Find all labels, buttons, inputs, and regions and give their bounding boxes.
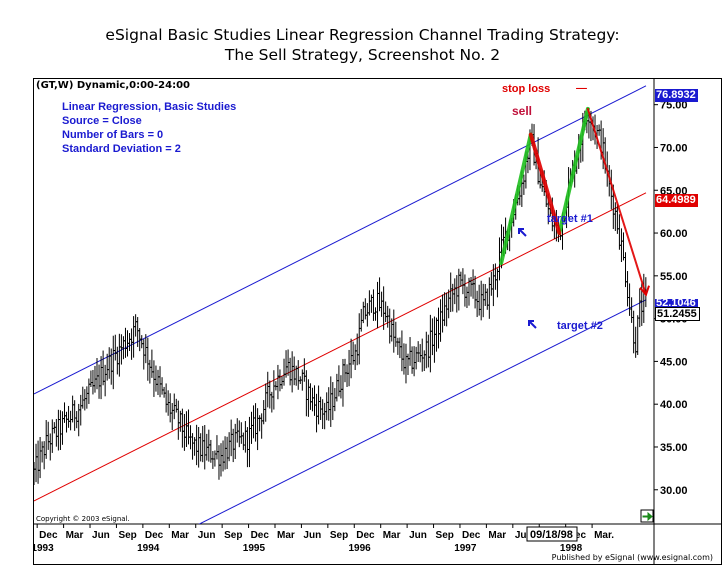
y-tick-label: 35.00 <box>660 442 688 454</box>
x-month-label: Jun <box>92 530 110 541</box>
upper-channel-price-label: 76.8932 <box>655 89 698 102</box>
x-month-label: Dec <box>39 530 58 541</box>
price-chart[interactable]: 30.0035.0040.0045.0050.0055.0060.0065.00… <box>34 79 721 564</box>
x-year-label: 1994 <box>137 543 160 554</box>
sell-label: sell <box>512 104 533 118</box>
publisher-text: Published by eSignal (www.esignal.com) <box>551 553 713 562</box>
y-tick-label: 75.00 <box>660 100 688 112</box>
down-swing-line <box>528 132 562 236</box>
x-month-label: Mar. <box>594 530 614 541</box>
x-month-label: Dec <box>145 530 164 541</box>
copyright-text: Copyright © 2003 eSignal. <box>36 515 130 523</box>
study-info-line-1: Linear Regression, Basic Studies <box>62 101 237 113</box>
target-2-label: target #2 <box>557 320 603 332</box>
y-tick-label: 40.00 <box>660 399 688 411</box>
x-month-label: Sep <box>118 530 136 541</box>
page-title-line1: eSignal Basic Studies Linear Regression … <box>105 26 620 44</box>
x-month-label: Jun <box>409 530 427 541</box>
lower-channel-price-label: 52.1046 <box>655 299 698 308</box>
y-tick-label: 60.00 <box>660 228 688 240</box>
x-month-label: Mar <box>171 530 189 541</box>
regression-price-label: 64.4989 <box>655 194 698 207</box>
upper-channel-line <box>34 85 647 395</box>
regression-line <box>34 192 647 502</box>
x-month-label: Mar <box>66 530 84 541</box>
ohlc-bars <box>34 107 648 485</box>
x-year-label: 1996 <box>348 543 371 554</box>
study-info-line-4: Standard Deviation = 2 <box>62 143 181 155</box>
symbol-header: (GT,W) Dynamic,0:00-24:00 <box>36 80 190 91</box>
down-swing-line <box>586 107 647 296</box>
y-tick-label: 55.00 <box>660 271 688 283</box>
y-tick-label: 30.00 <box>660 485 688 497</box>
x-month-label: Mar <box>488 530 506 541</box>
x-month-label: Jun <box>303 530 321 541</box>
sell-arrowhead <box>639 285 650 297</box>
lower-channel-line <box>198 299 647 524</box>
up-swing-line <box>557 106 590 236</box>
cursor-date-text: 09/18/98 <box>530 529 573 541</box>
x-year-label: 1998 <box>560 543 583 554</box>
study-info-line-3: Number of Bars = 0 <box>62 129 164 141</box>
x-month-label: Sep <box>224 530 242 541</box>
y-tick-label: 45.00 <box>660 356 688 368</box>
x-year-label: 1997 <box>454 543 477 554</box>
chart-frame[interactable]: 30.0035.0040.0045.0050.0055.0060.0065.00… <box>33 78 722 565</box>
x-month-label: Mar <box>383 530 401 541</box>
cursor-date-box: 09/18/98 <box>526 526 578 542</box>
x-month-label: Dec <box>251 530 270 541</box>
stop-loss-label: stop loss <box>502 83 551 95</box>
x-month-label: Sep <box>330 530 348 541</box>
target-2-arrow-icon <box>528 320 537 329</box>
x-month-label: Mar <box>277 530 295 541</box>
study-info-line-2: Source = Close <box>62 115 142 127</box>
x-month-label: Jun <box>515 530 533 541</box>
target-1-arrow-icon <box>518 228 527 237</box>
x-year-label: 1993 <box>34 543 54 554</box>
up-swing-line <box>499 132 533 265</box>
x-month-label: Sep <box>436 530 454 541</box>
x-month-label: Dec <box>356 530 375 541</box>
last-price-label: 51.2455 <box>655 307 700 321</box>
page-title-line2: The Sell Strategy, Screenshot No. 2 <box>224 46 501 64</box>
y-tick-label: 70.00 <box>660 142 688 154</box>
target-1-label: target #1 <box>547 213 593 225</box>
x-month-label: Jun <box>198 530 216 541</box>
x-year-label: 1995 <box>243 543 266 554</box>
scroll-forward-icon[interactable] <box>640 509 654 523</box>
x-month-label: Dec <box>462 530 481 541</box>
